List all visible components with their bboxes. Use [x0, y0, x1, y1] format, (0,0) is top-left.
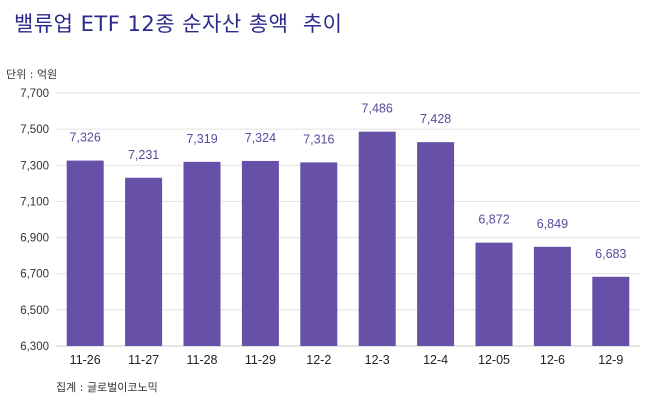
bar-12-6 — [533, 246, 571, 346]
y-tick-label: 7,300 — [20, 160, 49, 172]
y-tick-label: 6,300 — [20, 341, 49, 353]
bar-11-29 — [241, 160, 279, 346]
x-tick-label: 12-6 — [540, 353, 565, 367]
unit-label: 단위 : 억원 — [6, 68, 58, 81]
x-tick-label: 12-2 — [306, 353, 331, 367]
x-tick-label: 11-28 — [186, 353, 217, 367]
data-labels: 7,326 7,231 7,319 7,324 7,316 7,486 7,428 6,872… — [70, 102, 627, 261]
x-tick-label: 12-05 — [478, 353, 510, 367]
y-tick-label: 6,900 — [20, 233, 49, 245]
data-label: 6,849 — [537, 217, 568, 231]
x-tick-label: 12-4 — [423, 353, 448, 367]
data-label: 7,319 — [186, 132, 217, 146]
bars — [66, 131, 630, 346]
y-tick-label: 7,100 — [20, 196, 49, 208]
y-tick-label: 7,700 — [20, 88, 49, 100]
x-tick-label: 12-3 — [365, 353, 390, 367]
bar-12-3 — [358, 131, 396, 346]
data-label: 6,872 — [478, 213, 509, 227]
bar-12-4 — [417, 142, 455, 346]
y-tick-label: 6,700 — [20, 269, 49, 281]
bar-11-26 — [66, 160, 104, 346]
data-label: 7,486 — [362, 102, 393, 116]
y-axis-ticks: 6,300 6,500 6,700 6,900 7,100 7,300 7,500 7,700 — [20, 88, 49, 353]
source-label: 집계 : 글로벌이코노믹 — [56, 381, 158, 394]
bar-11-28 — [183, 161, 221, 346]
x-tick-label: 12-9 — [598, 353, 623, 367]
data-label: 7,231 — [128, 148, 159, 162]
bar-12-2 — [300, 162, 338, 346]
data-label: 6,683 — [595, 247, 626, 261]
bar-12-05 — [475, 242, 513, 346]
x-axis-ticks: 11-26 11-27 11-28 11-29 12-2 12-3 12-4 12-05 12-… — [70, 353, 624, 367]
bar-12-9 — [592, 276, 630, 346]
data-label: 7,428 — [420, 112, 451, 126]
y-tick-label: 7,500 — [20, 124, 49, 136]
data-label: 7,324 — [245, 131, 276, 145]
data-label: 7,326 — [70, 131, 101, 145]
data-label: 7,316 — [303, 132, 334, 146]
x-tick-label: 11-29 — [245, 353, 276, 367]
x-tick-label: 11-27 — [128, 353, 159, 367]
y-tick-label: 6,500 — [20, 305, 49, 317]
bar-11-27 — [125, 177, 163, 346]
x-tick-label: 11-26 — [70, 353, 101, 367]
chart-title: 밸류업 ETF 12종 순자산 총액 추이 — [14, 12, 343, 36]
